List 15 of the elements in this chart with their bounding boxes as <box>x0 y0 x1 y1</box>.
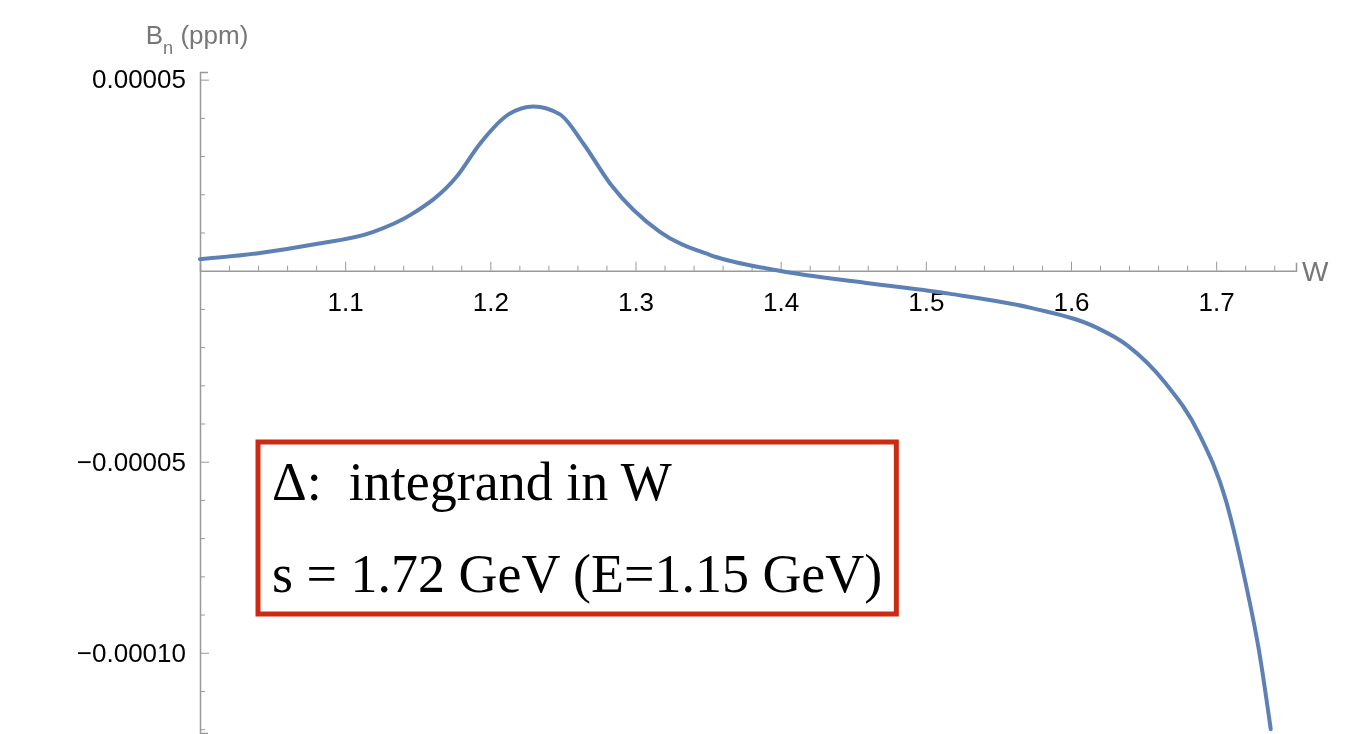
y-tick-label: −0.00010 <box>76 637 186 668</box>
x-tick-label: 1.5 <box>908 287 945 318</box>
annotation: s = 1.72 GeV (E=1.15 GeV) <box>272 544 883 604</box>
x-tick-label: 1.2 <box>472 287 509 318</box>
line-series <box>198 104 1273 732</box>
annotation: Δ: integrand in W <box>272 452 672 512</box>
x-tick-label: 1.4 <box>763 287 800 318</box>
y-tick-label: −0.00005 <box>76 446 186 477</box>
x-tick-label: 1.3 <box>617 287 655 318</box>
x-tick-label: 1.7 <box>1198 287 1235 318</box>
y-axis-title: B$_{n}$ (ppm) <box>145 20 249 58</box>
y-tick-label: 0.00005 <box>92 64 186 95</box>
x-axis-title: W <box>1302 255 1329 287</box>
x-tick-label: 1.6 <box>1053 287 1090 318</box>
x-tick-label: 1.1 <box>327 287 364 318</box>
